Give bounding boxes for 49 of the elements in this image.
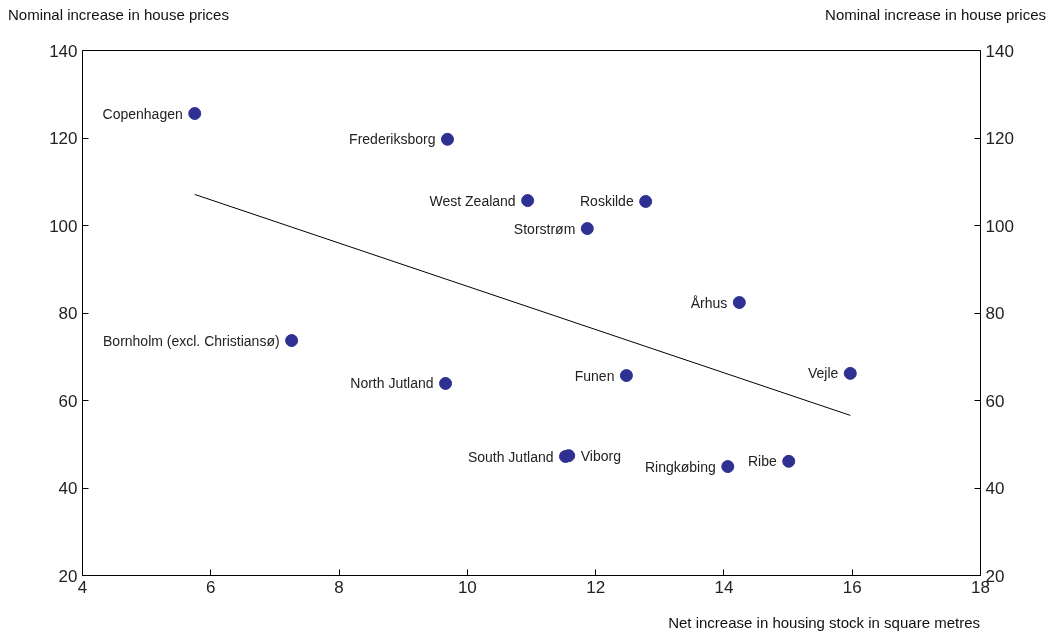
y-tick-label: 100 [49,216,78,236]
point [439,376,453,390]
annotation: Bornholm (excl. Christiansø) [103,332,280,349]
y-tick-label: 120 [49,129,78,148]
x-tick-label: 4 [77,577,88,597]
y2-tick-label: 120 [985,129,1014,148]
point [440,132,454,146]
annotation: Storstrøm [513,220,576,237]
x-axis-title: Net increase in housing stock in square metres [668,613,980,633]
point [721,460,735,474]
y2-tick-label: 100 [985,216,1014,236]
y-axis-title: Nominal increase in house prices [8,5,229,25]
annotation: Århus [690,294,728,311]
y-tick-label: 20 [58,566,78,586]
annotation: Funen [574,367,615,384]
y2-axis-title: Nominal increase in house prices [825,5,1046,25]
annotation: West Zealand [429,192,516,209]
x-tick-label: 8 [334,577,344,597]
annotation: Roskilde [579,193,634,210]
y2-tick-label: 140 [985,41,1014,61]
y2-tick-label: 80 [985,304,1005,323]
x-tick-label: 16 [842,577,862,597]
x-tick-label: 10 [457,577,477,597]
x-tick-label: 6 [206,577,216,597]
point [639,194,653,208]
annotation: Viborg [580,447,621,464]
annotation: Ringkøbing [644,458,716,475]
y-tick-label: 80 [58,304,78,323]
point [843,366,857,380]
annotation: Frederiksborg [349,131,436,148]
y2-tick-label: 60 [985,391,1005,411]
point [580,222,594,236]
y-tick-label: 60 [58,391,78,411]
x-tick-label: 14 [714,577,734,597]
annotation: South Jutland [467,448,554,465]
point [732,296,746,309]
annotation: Copenhagen [102,105,183,122]
annotation: North Jutland [350,375,434,392]
annotation: Ribe [747,453,777,470]
point [521,194,535,208]
point [188,107,202,120]
point [285,334,299,348]
y-tick-label: 40 [58,479,78,498]
point [782,454,796,468]
point [619,369,633,383]
y-tick-label: 140 [49,41,78,61]
x-tick-label: 12 [586,577,606,597]
y2-tick-label: 40 [985,479,1005,498]
annotation: Vejle [807,365,839,382]
